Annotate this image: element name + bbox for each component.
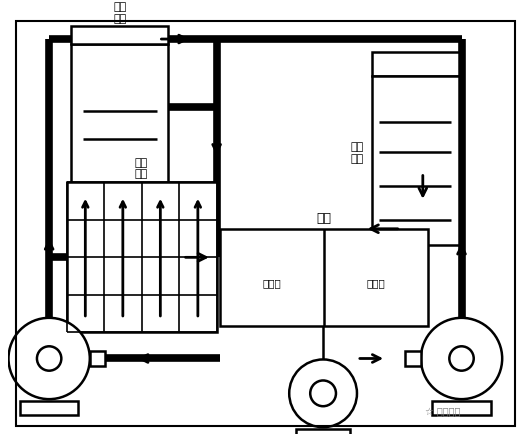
- Circle shape: [289, 360, 357, 427]
- Bar: [405, 351, 421, 366]
- Bar: [372, 53, 459, 77]
- Circle shape: [37, 346, 62, 371]
- Text: ☆ 制冷百科: ☆ 制冷百科: [425, 407, 460, 417]
- Bar: [432, 401, 491, 414]
- Text: 冷却
水塔: 冷却 水塔: [350, 142, 364, 164]
- Text: 主机: 主机: [316, 211, 331, 224]
- Bar: [372, 77, 459, 246]
- Bar: [90, 351, 105, 366]
- Text: 膨胀
水箱: 膨胀 水箱: [113, 2, 126, 23]
- Text: 风机
盘管: 风机 盘管: [135, 158, 148, 179]
- Text: 冷凝器: 冷凝器: [366, 277, 385, 287]
- Bar: [296, 429, 350, 434]
- Circle shape: [421, 318, 502, 399]
- Circle shape: [310, 381, 336, 406]
- Text: 蒸发器: 蒸发器: [262, 277, 281, 287]
- Bar: [71, 27, 168, 45]
- Bar: [71, 45, 168, 185]
- Bar: [20, 401, 78, 414]
- Bar: [66, 183, 217, 332]
- Circle shape: [8, 318, 90, 399]
- Circle shape: [449, 346, 474, 371]
- Bar: [219, 229, 427, 326]
